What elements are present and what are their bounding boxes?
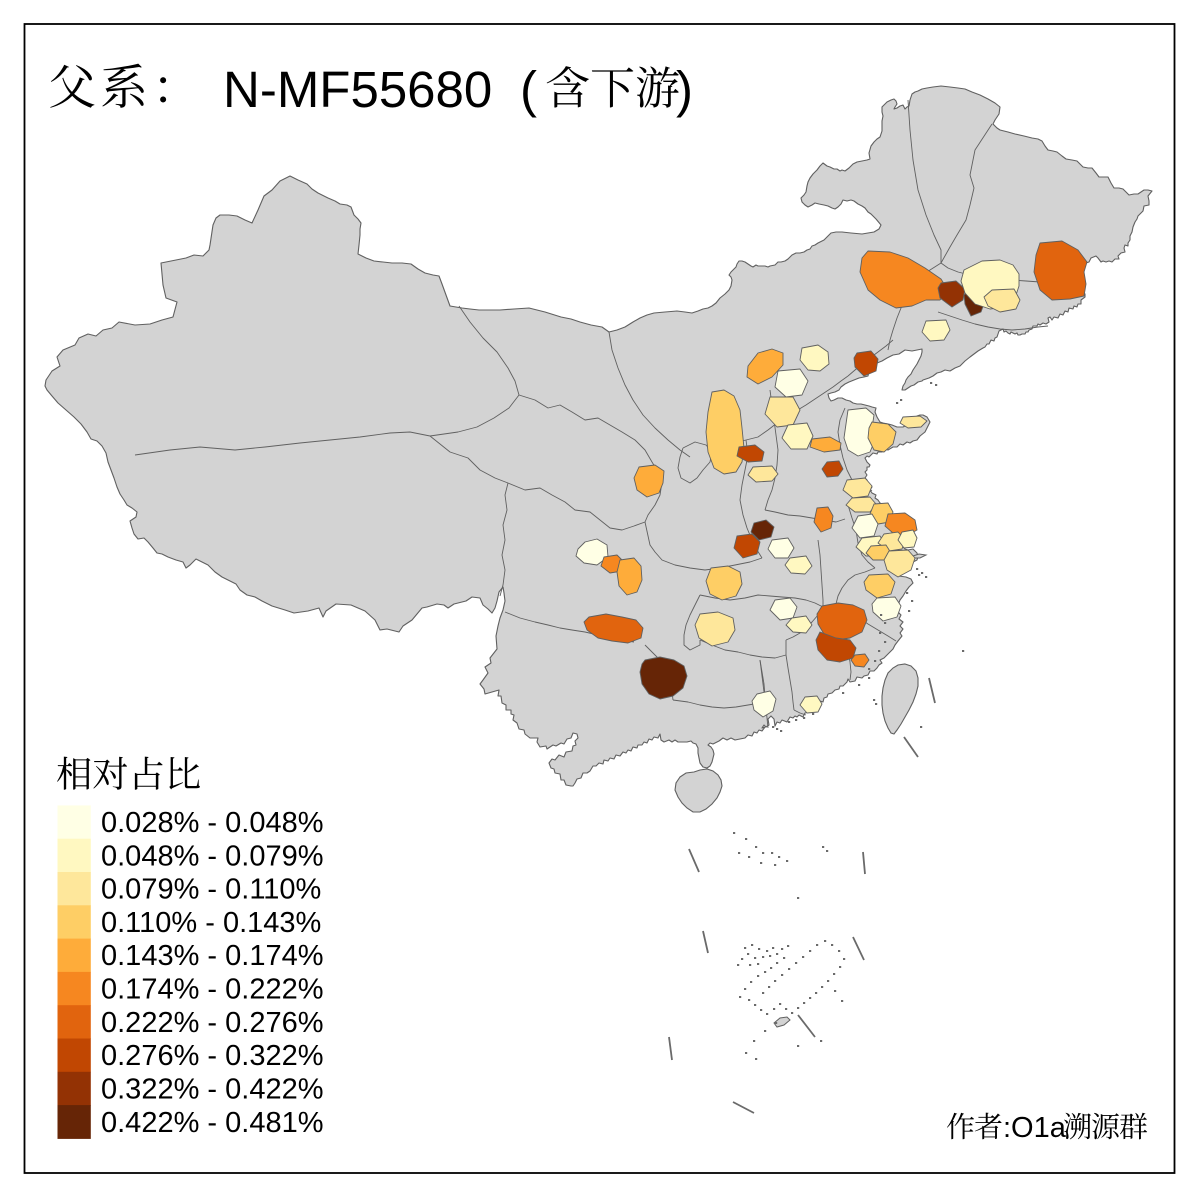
svg-text::O1a: :O1a (1003, 1112, 1067, 1144)
svg-text:N-MF55680: N-MF55680 (223, 61, 492, 118)
svg-text:0.028% - 0.048%: 0.028% - 0.048% (101, 807, 323, 839)
svg-text:0.174% - 0.222%: 0.174% - 0.222% (101, 974, 323, 1006)
svg-text:0.110% - 0.143%: 0.110% - 0.143% (101, 907, 321, 939)
svg-text:0.222% - 0.276%: 0.222% - 0.276% (101, 1007, 323, 1039)
svg-text:0.322% - 0.422%: 0.322% - 0.422% (101, 1074, 323, 1106)
svg-text:0.143% - 0.174%: 0.143% - 0.174% (101, 940, 323, 972)
svg-text:): ) (676, 61, 693, 118)
svg-text:0.422% - 0.481%: 0.422% - 0.481% (101, 1107, 323, 1139)
svg-text:0.048% - 0.079%: 0.048% - 0.079% (101, 840, 323, 872)
svg-text:0.079% - 0.110%: 0.079% - 0.110% (101, 874, 321, 906)
svg-text:(: ( (520, 61, 537, 118)
svg-text:0.276% - 0.322%: 0.276% - 0.322% (101, 1040, 323, 1072)
